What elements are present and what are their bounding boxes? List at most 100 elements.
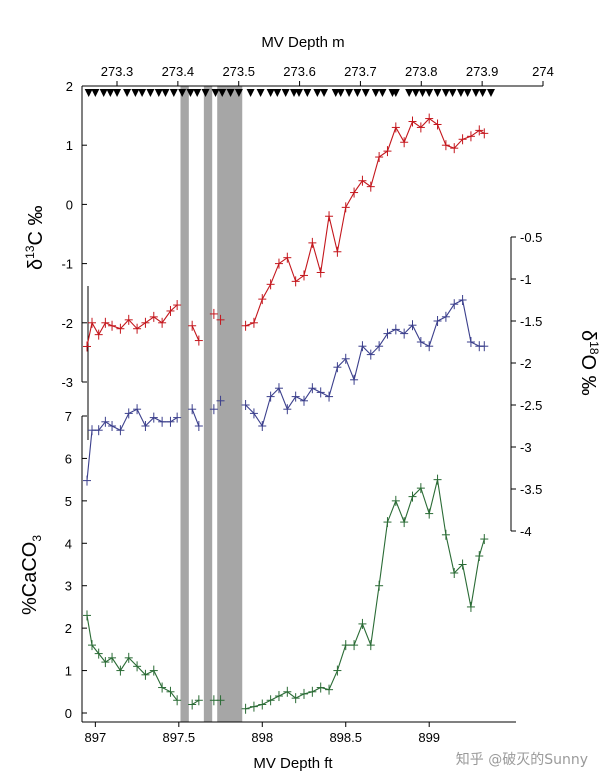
data-point-d13c (480, 128, 489, 139)
data-point-caco3 (300, 688, 309, 699)
gap-band (217, 86, 243, 722)
sample-marker (456, 89, 465, 97)
data-point-caco3 (108, 652, 117, 663)
d18o-axis-title: δ18O ‰ (577, 330, 601, 396)
watermark: 知乎 @破灭的Sunny (456, 751, 588, 768)
data-point-caco3 (475, 551, 484, 562)
data-point-d13c (149, 311, 158, 322)
data-point-d18o (316, 387, 325, 398)
data-point-d18o (400, 328, 409, 339)
gap-band (180, 86, 189, 722)
sample-marker (303, 89, 312, 97)
data-point-caco3 (283, 686, 292, 697)
data-point-caco3 (194, 695, 203, 706)
data-series (83, 113, 489, 714)
data-point-d18o (258, 421, 267, 431)
data-point-d18o (441, 311, 450, 322)
sample-marker (131, 89, 140, 97)
data-point-d18o (408, 320, 417, 331)
d13c-tick-label: -1 (61, 257, 73, 272)
data-point-d18o (341, 353, 350, 364)
data-point-d18o (116, 425, 125, 436)
d18o-tick-label: -1.5 (520, 314, 542, 329)
data-point-d18o (350, 374, 359, 385)
data-point-caco3 (480, 534, 489, 545)
data-point-d13c (173, 300, 182, 311)
svg-text:%CaCO3: %CaCO3 (19, 535, 44, 615)
sample-marker (218, 89, 227, 97)
data-point-d13c (408, 116, 417, 127)
data-point-caco3 (173, 695, 182, 706)
d18o-tick-label: -2 (520, 356, 532, 371)
data-point-d18o (416, 337, 425, 347)
data-point-caco3 (458, 559, 467, 570)
data-point-d18o (433, 316, 442, 326)
top-tick-label: 273.3 (101, 64, 134, 79)
top-tick-label: 273.8 (405, 64, 438, 79)
data-point-d13c (333, 246, 342, 257)
data-point-d18o (173, 412, 182, 423)
sample-marker (193, 89, 202, 97)
data-point-d18o (266, 391, 275, 402)
data-point-d18o (450, 299, 459, 310)
data-point-d18o (458, 295, 467, 305)
d13c-axis-title: δ13C ‰ (23, 206, 47, 271)
data-point-d13c (416, 122, 425, 133)
sample-marker (246, 89, 255, 97)
data-point-caco3 (188, 699, 197, 710)
data-point-d18o (133, 404, 142, 415)
axis-ticks: 273.3 273.4 273.5 273.6 273.7 273.8 273.9 27489… (61, 64, 553, 745)
data-point-caco3 (274, 691, 283, 702)
data-point-d18o (325, 391, 334, 402)
data-point-d18o (216, 395, 225, 406)
d13c-tick-label: 2 (66, 79, 73, 94)
sample-marker (441, 89, 450, 97)
sample-marker (99, 89, 108, 97)
data-point-d18o (166, 416, 175, 427)
sample-marker (201, 89, 210, 97)
sample-marker (256, 89, 265, 97)
data-point-caco3 (425, 508, 434, 519)
sample-marker (186, 89, 195, 97)
data-point-d13c (366, 181, 375, 192)
sample-marker (463, 89, 472, 97)
data-point-d18o (480, 341, 489, 352)
sample-marker (84, 89, 93, 97)
bottom-tick-label: 897 (85, 730, 107, 745)
data-point-d13c (450, 143, 459, 154)
sample-marker (211, 89, 220, 97)
top-axis-title: MV Depth m (261, 34, 344, 51)
data-point-caco3 (258, 699, 267, 710)
data-point-d18o (283, 404, 292, 415)
data-point-caco3 (158, 682, 167, 693)
data-point-d13c (458, 134, 467, 145)
sample-marker (289, 89, 298, 97)
data-point-d18o (108, 421, 117, 431)
sample-marker (405, 89, 414, 97)
bottom-tick-label: 899 (418, 730, 440, 745)
data-point-caco3 (350, 640, 359, 651)
data-point-d13c (350, 187, 359, 198)
sample-marker (371, 89, 380, 97)
data-point-caco3 (94, 648, 103, 659)
sample-marker (313, 89, 322, 97)
d13c-title-delta: δ (25, 259, 47, 270)
d13c-title-rest: C ‰ (25, 206, 47, 246)
data-point-caco3 (166, 686, 175, 697)
sample-marker (138, 89, 147, 97)
data-point-d13c (101, 317, 110, 328)
data-point-caco3 (325, 684, 334, 695)
d18o-title-sup: 18 (587, 341, 601, 355)
data-point-caco3 (391, 495, 400, 506)
d18o-title-rest: O ‰ (577, 355, 599, 396)
sample-marker (266, 89, 275, 97)
sample-marker (471, 89, 480, 97)
sample-marker (273, 89, 282, 97)
data-point-d13c (325, 211, 334, 222)
data-point-caco3 (216, 695, 225, 706)
data-point-caco3 (83, 610, 92, 621)
data-point-caco3 (316, 682, 325, 693)
data-point-d13c (241, 320, 250, 331)
data-point-caco3 (433, 474, 442, 485)
